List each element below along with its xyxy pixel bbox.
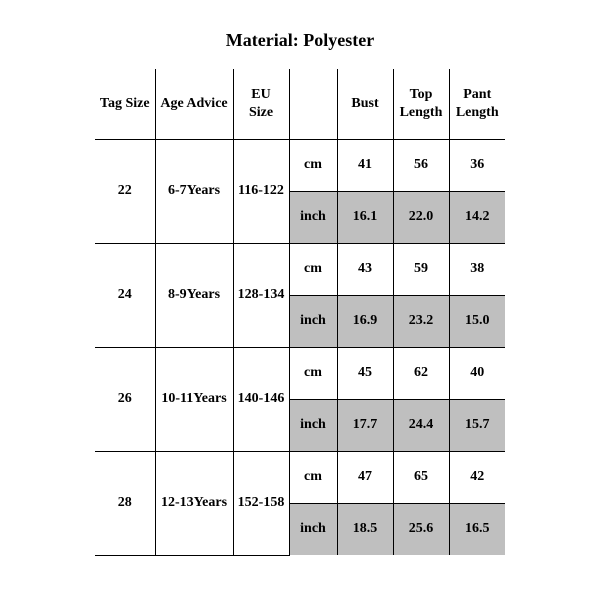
cell-bust-inch: 17.7 <box>337 399 393 451</box>
cell-top-cm: 56 <box>393 139 449 191</box>
table-row: 28 12-13Years 152-158 cm 47 65 42 <box>95 451 505 503</box>
cell-unit-cm: cm <box>289 243 337 295</box>
cell-top-inch: 22.0 <box>393 191 449 243</box>
cell-pant-cm: 40 <box>449 347 505 399</box>
cell-top-cm: 62 <box>393 347 449 399</box>
cell-pant-inch: 14.2 <box>449 191 505 243</box>
cell-tag: 28 <box>95 451 155 555</box>
cell-age: 8-9Years <box>155 243 233 347</box>
cell-pant-cm: 38 <box>449 243 505 295</box>
col-unit <box>290 100 337 108</box>
cell-top-inch: 25.6 <box>393 503 449 555</box>
cell-unit-inch: inch <box>289 503 337 555</box>
cell-bust-cm: 41 <box>337 139 393 191</box>
cell-bust-inch: 16.9 <box>337 295 393 347</box>
header-row: Tag Size Age Advice EU Size Bust Top Len… <box>95 69 505 139</box>
col-bust: Bust <box>338 91 393 117</box>
cell-unit-inch: inch <box>289 399 337 451</box>
cell-bust-cm: 47 <box>337 451 393 503</box>
page-title: Material: Polyester <box>0 0 600 69</box>
cell-top-inch: 23.2 <box>393 295 449 347</box>
table-row: 26 10-11Years 140-146 cm 45 62 40 <box>95 347 505 399</box>
cell-top-cm: 59 <box>393 243 449 295</box>
col-age-advice: Age Advice <box>156 91 233 117</box>
cell-pant-cm: 42 <box>449 451 505 503</box>
table-row: 22 6-7Years 116-122 cm 41 56 36 <box>95 139 505 191</box>
col-top-length: Top Length <box>394 82 449 125</box>
cell-pant-inch: 15.0 <box>449 295 505 347</box>
cell-pant-inch: 15.7 <box>449 399 505 451</box>
cell-unit-cm: cm <box>289 139 337 191</box>
cell-bust-inch: 16.1 <box>337 191 393 243</box>
col-pant-length: Pant Length <box>450 82 506 125</box>
cell-age: 6-7Years <box>155 139 233 243</box>
cell-tag: 22 <box>95 139 155 243</box>
cell-unit-inch: inch <box>289 295 337 347</box>
cell-eu: 116-122 <box>233 139 289 243</box>
size-table: Tag Size Age Advice EU Size Bust Top Len… <box>95 69 505 556</box>
cell-unit-inch: inch <box>289 191 337 243</box>
cell-pant-cm: 36 <box>449 139 505 191</box>
cell-bust-inch: 18.5 <box>337 503 393 555</box>
cell-eu: 152-158 <box>233 451 289 555</box>
col-tag-size: Tag Size <box>95 91 155 117</box>
cell-bust-cm: 43 <box>337 243 393 295</box>
cell-bust-cm: 45 <box>337 347 393 399</box>
cell-eu: 140-146 <box>233 347 289 451</box>
cell-eu: 128-134 <box>233 243 289 347</box>
cell-pant-inch: 16.5 <box>449 503 505 555</box>
cell-top-inch: 24.4 <box>393 399 449 451</box>
cell-age: 12-13Years <box>155 451 233 555</box>
cell-age: 10-11Years <box>155 347 233 451</box>
table-row: 24 8-9Years 128-134 cm 43 59 38 <box>95 243 505 295</box>
col-eu-size: EU Size <box>234 82 289 125</box>
cell-tag: 26 <box>95 347 155 451</box>
cell-tag: 24 <box>95 243 155 347</box>
cell-unit-cm: cm <box>289 451 337 503</box>
cell-top-cm: 65 <box>393 451 449 503</box>
cell-unit-cm: cm <box>289 347 337 399</box>
